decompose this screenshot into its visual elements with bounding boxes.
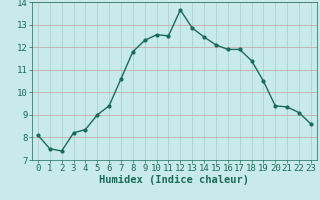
X-axis label: Humidex (Indice chaleur): Humidex (Indice chaleur) (100, 175, 249, 185)
